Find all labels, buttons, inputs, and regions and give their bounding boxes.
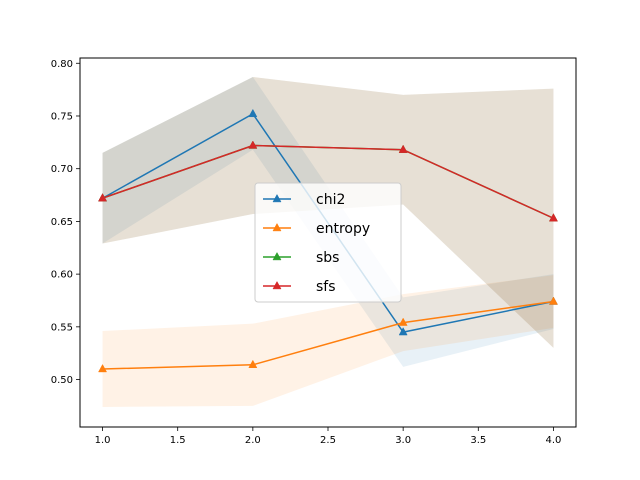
point-sfs-1 [98, 193, 108, 202]
legend-label-chi2: chi2 [316, 192, 345, 208]
y-axis: 0.50 0.55 0.60 0.65 0.70 0.75 0.80 [51, 59, 80, 386]
x-tick-label-4: 3.0 [395, 435, 411, 446]
point-entropy-3 [398, 317, 408, 326]
point-entropy-2 [248, 359, 258, 368]
y-tick-label-4: 0.70 [51, 164, 73, 175]
y-tick-label-0: 0.50 [51, 375, 73, 386]
x-tick-label-3: 2.5 [320, 435, 336, 446]
point-sfs-3 [398, 144, 408, 153]
y-tick-label-3: 0.65 [51, 217, 73, 228]
x-tick-label-2: 2.0 [245, 435, 261, 446]
band-sbs [102, 76, 554, 348]
x-axis: 1.0 1.5 2.0 2.5 3.0 3.5 4.0 [95, 427, 562, 446]
point-entropy-4 [548, 296, 558, 305]
legend-marker-chi2 [272, 193, 282, 203]
legend-label-sfs: sfs [316, 279, 336, 295]
series-markers [98, 108, 558, 373]
legend-box [254, 182, 402, 303]
point-sfs-4 [548, 213, 558, 222]
legend-label-entropy: entropy [316, 221, 370, 237]
legend-marker-entropy [272, 222, 282, 232]
point-entropy-1 [98, 363, 108, 373]
x-tick-label-0: 1.0 [95, 435, 111, 446]
x-tick-label-6: 4.0 [546, 435, 562, 446]
legend-marker-sbs [272, 251, 282, 261]
x-tick-label-5: 3.5 [470, 435, 486, 446]
legend: chi2 entropy sbs sfs [254, 182, 402, 303]
point-chi2-3 [398, 327, 408, 336]
y-tick-label-5: 0.75 [51, 111, 73, 122]
legend-label-sbs: sbs [316, 250, 339, 266]
band-sfs [102, 76, 554, 348]
legend-marker-sfs [272, 280, 282, 290]
point-chi2-2 [248, 108, 258, 118]
band-entropy [102, 275, 554, 407]
point-sfs-2 [248, 140, 258, 149]
y-tick-label-6: 0.80 [51, 59, 73, 70]
x-tick-label-1: 1.5 [170, 435, 186, 446]
y-tick-label-1: 0.55 [51, 322, 73, 333]
y-tick-label-2: 0.60 [51, 270, 73, 281]
line-entropy [102, 300, 554, 370]
line-sfs [102, 144, 554, 219]
